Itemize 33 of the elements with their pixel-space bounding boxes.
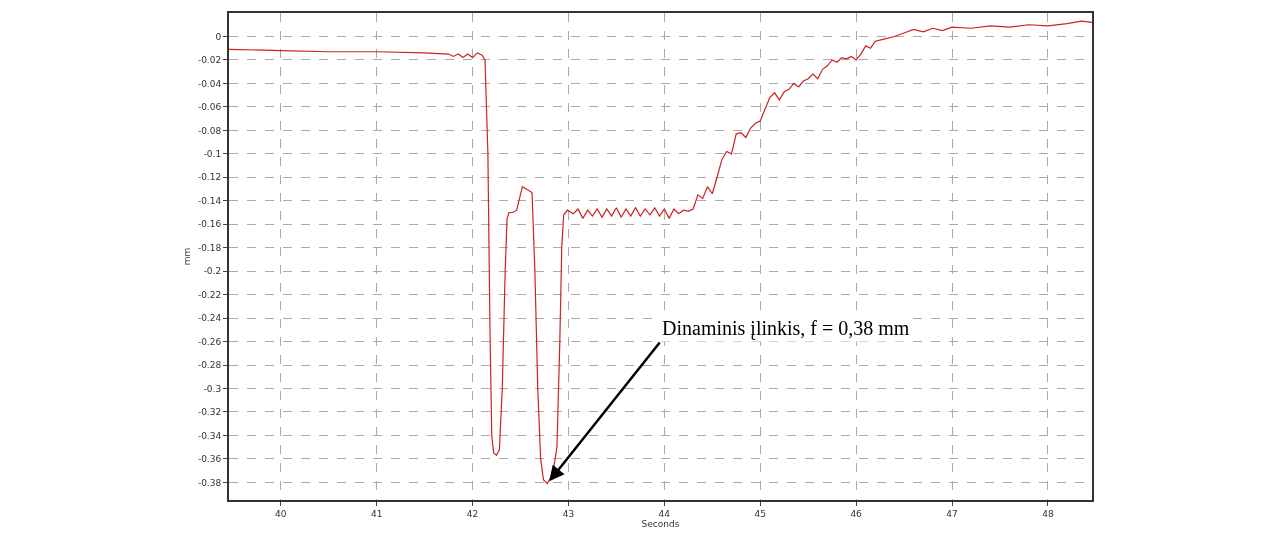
y-tick-label: 0 bbox=[215, 31, 222, 42]
y-tick-label: -0.06 bbox=[197, 102, 222, 113]
y-tick-label: -0.26 bbox=[197, 336, 222, 347]
y-tick-label: -0.36 bbox=[197, 454, 222, 465]
y-tick-label: -0.22 bbox=[197, 289, 222, 300]
y-tick-label: -0.02 bbox=[197, 55, 222, 66]
x-tick-label: 48 bbox=[1042, 508, 1054, 519]
x-tick-label: 47 bbox=[946, 508, 958, 519]
y-tick-label: -0.38 bbox=[197, 477, 222, 488]
x-tick-label: 40 bbox=[275, 508, 287, 519]
y-tick-label: -0.04 bbox=[197, 78, 222, 89]
x-tick-label: 43 bbox=[562, 508, 575, 519]
x-tick-label: 45 bbox=[754, 508, 766, 519]
line-series bbox=[229, 20, 1092, 485]
y-tick-label: -0.32 bbox=[197, 407, 222, 418]
y-tick-label: -0.14 bbox=[197, 195, 222, 206]
x-tick-label: 41 bbox=[370, 508, 383, 519]
y-tick-label: -0.24 bbox=[197, 313, 222, 324]
y-tick-label: -0.12 bbox=[197, 172, 222, 183]
y-tick-label: -0.16 bbox=[197, 219, 222, 230]
x-tick-label: 42 bbox=[466, 508, 479, 519]
x-tick-label: 44 bbox=[658, 508, 671, 519]
x-tick-label: 46 bbox=[850, 508, 863, 519]
y-axis-title: mm bbox=[181, 247, 192, 266]
x-axis-title: Seconds bbox=[641, 518, 680, 529]
y-tick-label: -0.3 bbox=[203, 383, 222, 394]
y-tick-label: -0.28 bbox=[197, 360, 222, 371]
annotation: Dinaminis įlinkis, f = 0,38 mm bbox=[662, 317, 910, 340]
y-tick-label: -0.18 bbox=[197, 242, 222, 253]
y-tick-label: -0.1 bbox=[203, 148, 222, 159]
y-tick-label: -0.34 bbox=[197, 430, 222, 441]
y-tick-label: -0.2 bbox=[203, 266, 222, 277]
y-tick-label: -0.08 bbox=[197, 125, 222, 136]
